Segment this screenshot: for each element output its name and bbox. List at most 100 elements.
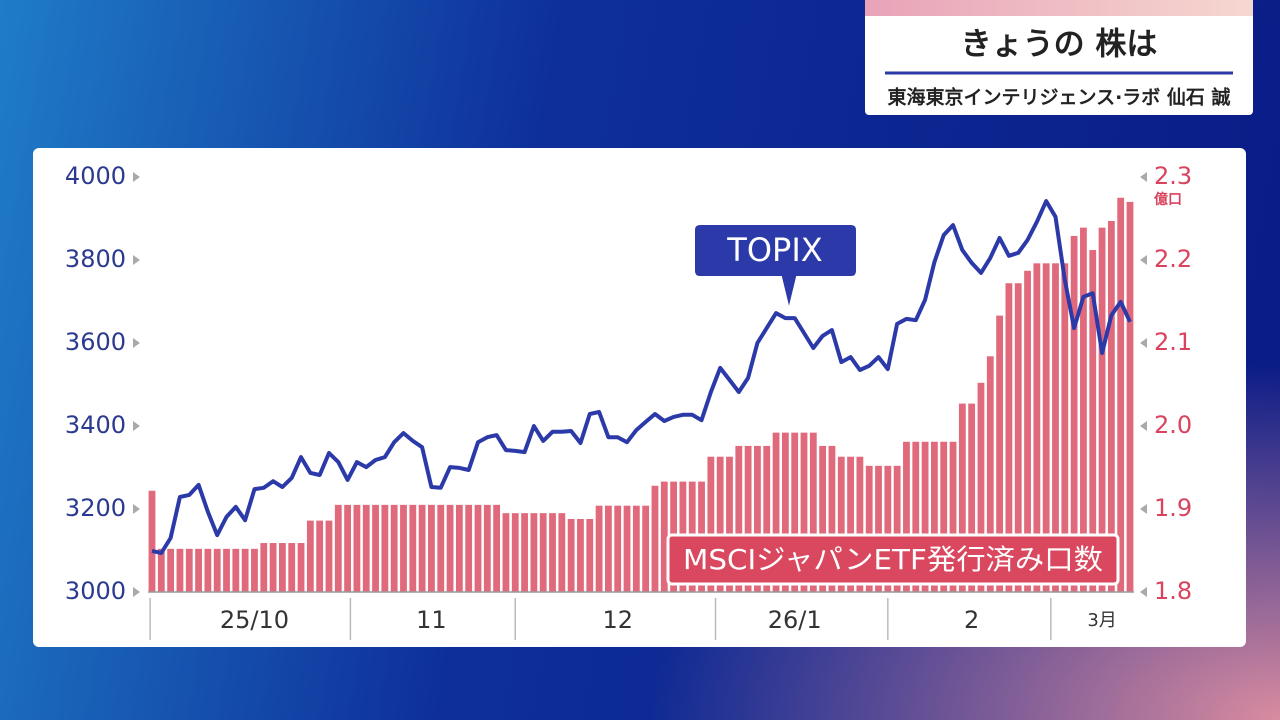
bar	[148, 490, 156, 592]
header-box	[865, 0, 1253, 115]
x-tick-label: 12	[602, 606, 633, 634]
y-tick-mark	[133, 255, 140, 265]
bar	[605, 505, 612, 592]
bar	[912, 441, 920, 592]
bar	[1070, 235, 1078, 592]
bar	[856, 456, 864, 592]
bar	[558, 513, 566, 592]
bar	[809, 432, 817, 592]
bar	[772, 432, 780, 592]
y-tick-label: 3400	[65, 411, 126, 439]
bar	[660, 481, 668, 592]
bar	[1042, 263, 1050, 592]
bar	[1014, 283, 1022, 592]
callout-label: TOPIX	[726, 231, 822, 269]
series-label: MSCIジャパンETF発行済み口数	[683, 543, 1103, 576]
y-tick-label: 3200	[65, 494, 126, 522]
bar	[828, 445, 836, 592]
bar	[1098, 227, 1106, 592]
y2-tick-label: 2.1	[1154, 328, 1192, 356]
x-tick-label: 26/1	[768, 606, 822, 634]
bar	[567, 518, 575, 592]
bar	[204, 548, 212, 592]
bar	[1117, 197, 1125, 592]
bar	[269, 543, 277, 592]
bar	[651, 485, 659, 592]
y-tick-label: 3800	[65, 245, 126, 273]
bar	[465, 504, 473, 592]
bar	[949, 441, 957, 592]
bar	[958, 403, 966, 592]
bar	[400, 504, 407, 592]
bar	[1024, 270, 1031, 592]
y2-tick-label: 2.3	[1154, 162, 1192, 190]
y-tick-mark	[133, 421, 140, 431]
bar	[875, 465, 882, 592]
bar	[455, 504, 463, 592]
bar	[763, 445, 771, 592]
bar	[996, 315, 1003, 592]
bar	[893, 465, 901, 592]
bar	[1089, 250, 1097, 593]
bar	[642, 505, 650, 592]
bar	[502, 513, 510, 592]
bar	[632, 505, 640, 592]
header-strip	[865, 0, 1253, 16]
bar	[390, 504, 398, 592]
bar	[297, 543, 305, 592]
bar	[716, 456, 724, 592]
bar	[1005, 283, 1013, 592]
bar	[260, 543, 268, 592]
bar	[372, 504, 379, 592]
bar	[614, 505, 622, 592]
bar	[428, 504, 435, 592]
x-tick-label: 11	[416, 606, 447, 634]
header-title: きょうの 株は	[961, 27, 1158, 63]
bar	[847, 456, 854, 592]
bar	[530, 513, 538, 592]
bar	[837, 456, 845, 592]
bar	[1107, 220, 1115, 593]
y-tick-mark	[133, 172, 140, 182]
y2-tick-mark	[1140, 504, 1147, 514]
y2-unit: 億口	[1154, 191, 1182, 208]
bar	[940, 441, 948, 592]
bar	[577, 518, 584, 592]
bar	[931, 441, 938, 592]
y2-tick-label: 2.2	[1154, 245, 1192, 273]
x-tick-label: 25/10	[220, 606, 289, 634]
y-tick-mark	[133, 338, 140, 348]
bar	[884, 465, 892, 592]
bar	[474, 504, 482, 592]
bar	[316, 520, 324, 592]
bar	[167, 548, 175, 592]
bar	[1061, 263, 1069, 592]
series-label-box	[666, 533, 1120, 586]
plot: 3000 3200 3400 3600 3800 4000 1.8 1.9 2.0 2.1 2.2 2…	[65, 162, 1192, 640]
bar	[334, 504, 342, 592]
y2-tick-label: 1.9	[1154, 494, 1192, 522]
bar	[483, 504, 491, 592]
bar	[288, 543, 296, 592]
bar	[279, 543, 286, 592]
bar	[232, 548, 240, 592]
bar	[735, 445, 743, 592]
y2-tick-label: 1.8	[1154, 577, 1192, 605]
bar	[223, 548, 230, 592]
bar	[325, 520, 333, 592]
bar	[493, 504, 501, 592]
y2-tick-mark	[1140, 255, 1147, 265]
bar	[176, 548, 184, 592]
bar	[251, 548, 258, 592]
bar	[521, 513, 528, 592]
y2-tick-mark	[1140, 421, 1147, 431]
bar	[185, 548, 193, 592]
bar	[623, 505, 631, 592]
bar	[903, 441, 910, 592]
bar	[1033, 263, 1041, 592]
bar	[195, 548, 202, 592]
bar	[744, 445, 752, 592]
bar	[353, 504, 361, 592]
bar	[707, 456, 715, 592]
bar	[819, 445, 827, 592]
